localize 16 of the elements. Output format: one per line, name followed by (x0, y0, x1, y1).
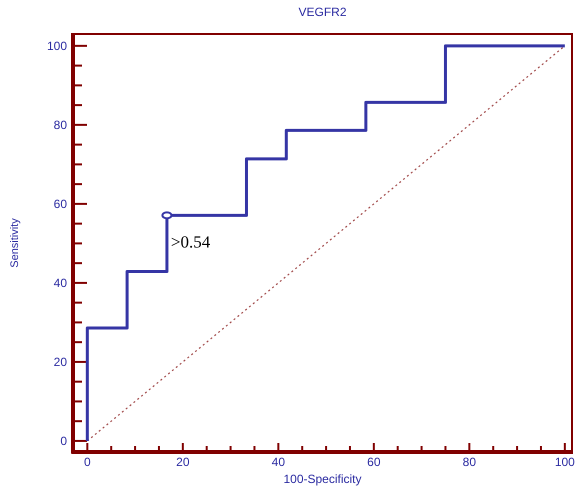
y-tick-label: 20 (54, 354, 68, 369)
x-axis-title: 100-Specificity (283, 472, 362, 486)
y-tick-label: 40 (54, 276, 68, 290)
x-tick-label: 60 (367, 455, 381, 469)
chart-title: VEGFR2 (298, 5, 347, 19)
y-tick-label: 60 (54, 196, 68, 211)
y-tick-label: 100 (46, 38, 68, 53)
x-tick-label: 80 (462, 455, 476, 469)
x-tick-label: 40 (272, 455, 286, 469)
annotation: >0.54 (170, 232, 211, 252)
x-tick-label: 100 (554, 455, 575, 469)
x-tick-label: 0 (84, 455, 91, 469)
y-tick-label: 80 (54, 118, 68, 132)
x-tick-label: 20 (176, 455, 190, 469)
y-axis-title: Sensitivity (9, 218, 21, 268)
y-tick-label: 0 (60, 434, 68, 448)
